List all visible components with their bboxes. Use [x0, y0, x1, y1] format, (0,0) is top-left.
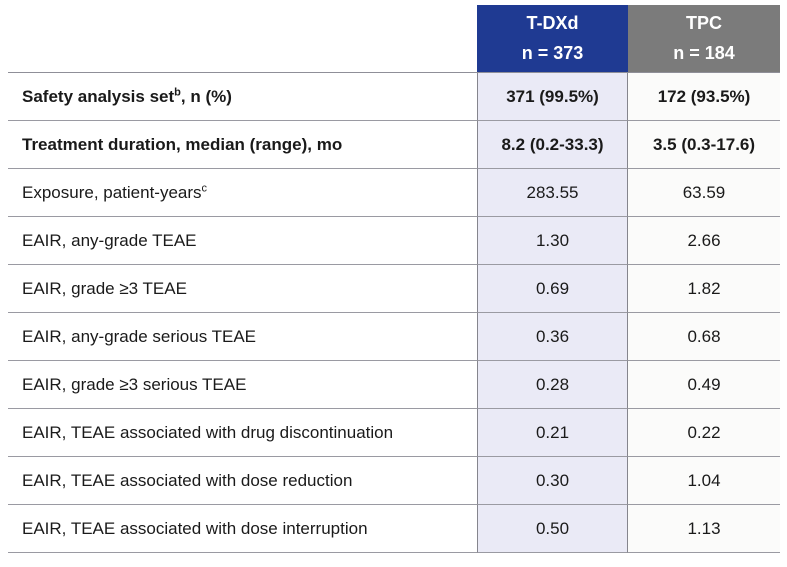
tpc-value-cell: 0.68 — [628, 313, 780, 361]
row-label: EAIR, TEAE associated with dose reductio… — [8, 457, 477, 505]
row-label: EAIR, TEAE associated with drug disconti… — [8, 409, 477, 457]
row-label: Exposure, patient-yearsc — [8, 169, 477, 217]
tdxd-value-cell: 8.2 (0.2-33.3) — [477, 121, 628, 169]
tpc-value-cell: 3.5 (0.3-17.6) — [628, 121, 780, 169]
tpc-column-label: TPC — [686, 13, 722, 33]
tpc-value-cell: 1.82 — [628, 265, 780, 313]
tdxd-value-cell: 0.30 — [477, 457, 628, 505]
tpc-value-cell: 63.59 — [628, 169, 780, 217]
tdxd-value-cell: 0.28 — [477, 361, 628, 409]
row-label: Safety analysis setb, n (%) — [8, 73, 477, 121]
tdxd-column-label: T-DXd — [526, 13, 579, 33]
row-label: EAIR, grade ≥3 serious TEAE — [8, 361, 477, 409]
tpc-value-cell: 1.04 — [628, 457, 780, 505]
tpc-value-cell: 0.22 — [628, 409, 780, 457]
column-header-tdxd: T-DXd n = 373 — [477, 5, 628, 73]
tpc-column-n: n = 184 — [673, 43, 735, 63]
tdxd-value-cell: 1.30 — [477, 217, 628, 265]
safety-summary-table: T-DXd n = 373 TPC n = 184 Safety analysi… — [8, 5, 780, 553]
row-label: EAIR, any-grade serious TEAE — [8, 313, 477, 361]
tdxd-value-cell: 283.55 — [477, 169, 628, 217]
tpc-value-cell: 1.13 — [628, 505, 780, 553]
tdxd-column-n: n = 373 — [521, 43, 584, 63]
tdxd-value-cell: 0.50 — [477, 505, 628, 553]
tdxd-value-cell: 0.36 — [477, 313, 628, 361]
column-header-tpc: TPC n = 184 — [628, 5, 780, 73]
header-spacer — [8, 5, 477, 73]
row-label: Treatment duration, median (range), mo — [8, 121, 477, 169]
tpc-value-cell: 2.66 — [628, 217, 780, 265]
row-label: EAIR, TEAE associated with dose interrup… — [8, 505, 477, 553]
row-label: EAIR, any-grade TEAE — [8, 217, 477, 265]
tdxd-value-cell: 371 (99.5%) — [477, 73, 628, 121]
tpc-value-cell: 0.49 — [628, 361, 780, 409]
tdxd-value-cell: 0.69 — [477, 265, 628, 313]
tpc-value-cell: 172 (93.5%) — [628, 73, 780, 121]
row-label: EAIR, grade ≥3 TEAE — [8, 265, 477, 313]
tdxd-value-cell: 0.21 — [477, 409, 628, 457]
